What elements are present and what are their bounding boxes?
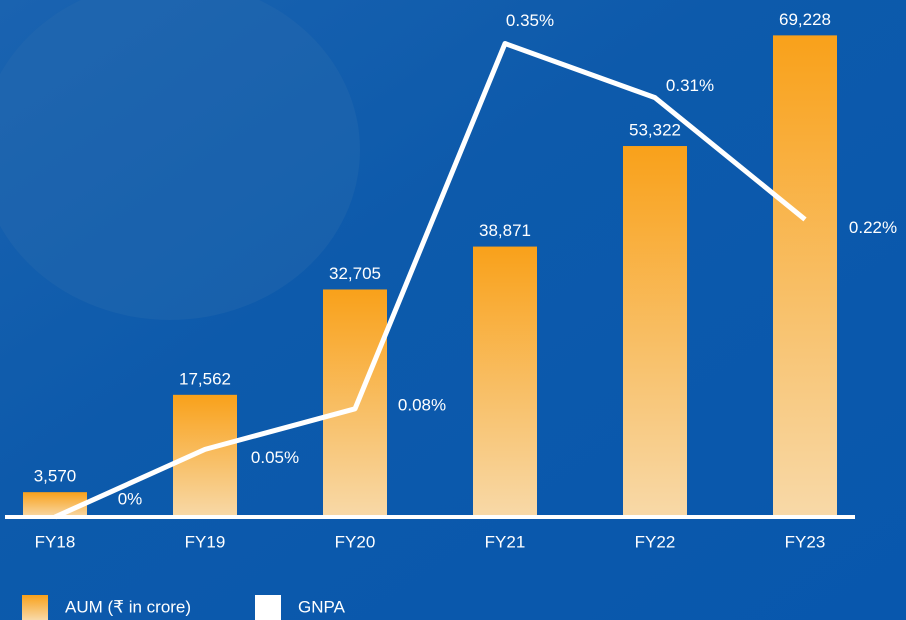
line-value-label: 0.05% [251, 448, 299, 467]
bar-value-label: 3,570 [34, 467, 77, 486]
background-photo [0, 0, 360, 320]
x-tick-label: FY21 [485, 532, 526, 551]
bar-value-label: 17,562 [179, 369, 231, 388]
bar [473, 246, 537, 517]
legend-swatch [255, 595, 281, 620]
legend-swatch [22, 595, 48, 620]
bar [623, 146, 687, 517]
bar-value-label: 53,322 [629, 121, 681, 140]
line-value-label: 0.31% [666, 76, 714, 95]
legend-label: GNPA [298, 597, 346, 616]
x-tick-label: FY23 [785, 532, 826, 551]
legend-label: AUM (₹ in crore) [65, 597, 191, 616]
line [53, 41, 807, 520]
x-tick-label: FY18 [35, 532, 76, 551]
bar [173, 394, 237, 517]
bar-value-label: 69,228 [779, 10, 831, 29]
line-value-label: 0.35% [506, 11, 554, 30]
bar [23, 492, 87, 517]
bar-value-label: 38,871 [479, 221, 531, 240]
bar [773, 35, 837, 518]
line-value-label: 0.08% [398, 395, 446, 414]
line-value-label: 0.22% [849, 218, 897, 237]
line-value-label: 0% [118, 489, 143, 508]
x-tick-label: FY20 [335, 532, 376, 551]
x-tick-label: FY22 [635, 532, 676, 551]
x-tick-label: FY19 [185, 532, 226, 551]
bar-value-label: 32,705 [329, 264, 381, 283]
